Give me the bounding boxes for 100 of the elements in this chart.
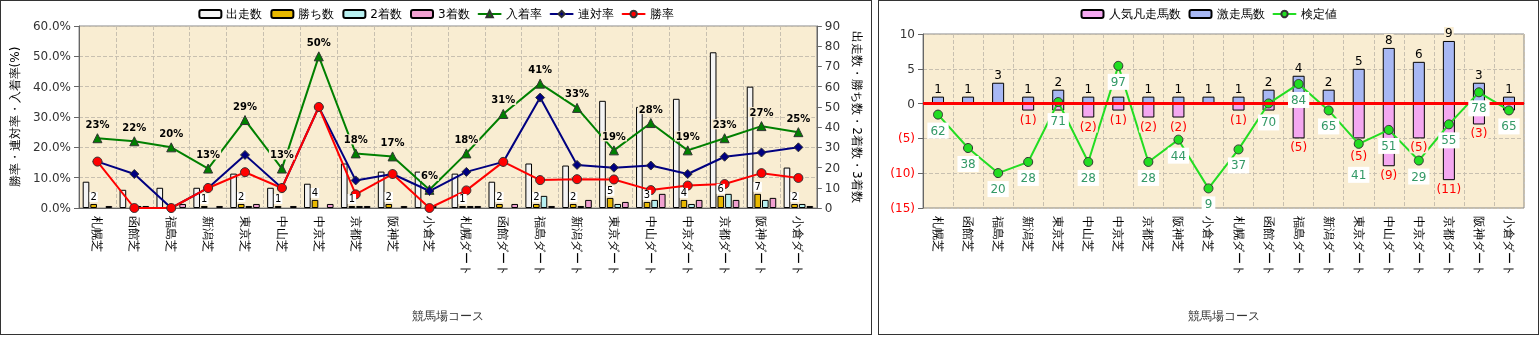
data-label: 51 [1381,138,1397,153]
data-label: 1 [934,81,942,96]
data-label: 97 [1110,74,1126,89]
x-tick-label: 函館芝 [127,216,142,252]
legend-label: 3着数 [438,7,470,21]
x-tick-label: 小倉芝 [1201,216,1216,252]
data-label: 4 [311,187,319,199]
data-label: 5 [606,185,614,197]
y-tick-label: 30.0% [32,110,71,124]
data-label: 1 [201,193,208,205]
y2-tick-label: 0 [824,201,833,215]
data-label: 1 [1174,81,1183,96]
x-tick-label: 中京芝 [311,216,326,252]
y2-tick-label: 40 [824,120,841,135]
legend-label: 激走馬数 [1216,7,1265,21]
data-label: 84 [1290,92,1307,107]
data-label: 2 [533,191,540,203]
x-tick-label: 中山芝 [274,216,289,252]
x-tick-label: 京都ダート [1441,216,1456,276]
data-label: 1 [1144,81,1153,96]
data-label: (2) [1079,119,1097,134]
x-tick-label: 福島芝 [991,216,1006,252]
legend-label: 検定値 [1300,7,1337,21]
data-label: 50% [306,36,331,48]
data-label: 3 [994,67,1002,82]
x-tick-label: 新潟芝 [1021,216,1036,252]
x-tick-label: 中山ダート [1381,216,1396,276]
data-label: 27% [749,106,774,118]
data-label: 18% [343,133,368,145]
data-label: (3) [1470,126,1488,141]
y-tick-label: 10 [899,27,915,41]
data-label: 4 [1294,60,1303,75]
y-tick-label: 10.0% [32,170,71,185]
data-label: 19% [675,130,700,142]
data-label: 2 [385,191,392,203]
data-label: 28 [1020,170,1036,185]
data-label: 37 [1230,158,1247,173]
x-tick-label: 福島ダート [533,216,548,276]
data-label: 70 [1260,115,1277,130]
data-label: 1 [964,81,972,96]
x-tick-label: 阪神芝 [1171,216,1186,252]
data-label: 6 [717,183,724,195]
data-label: 71 [1050,114,1066,129]
data-label: 1 [1024,81,1032,96]
x-tick-label: 札幌ダート [1231,216,1246,276]
y-tick-label: 60.0% [32,19,71,33]
data-label: 1 [1084,81,1093,96]
y2-axis-title: 出走数・勝ち数・2着数・3着数 [850,31,864,203]
data-label: 29 [1411,169,1427,184]
data-label: 5 [1354,53,1363,68]
x-tick-label: 阪神芝 [385,216,400,252]
y2-tick-label: 60 [824,79,841,94]
y-tick-label: 0 [907,96,915,111]
data-label: 6% [420,170,438,182]
y-axis-title: 勝率・連対率・入着率(%) [8,46,22,188]
x-tick-label: 函館芝 [961,216,976,252]
x-tick-label: 東京ダート [1351,216,1366,276]
x-tick-label: 福島ダート [1291,216,1306,276]
x-tick-label: 阪神ダート [754,216,769,276]
data-label: 1 [274,193,282,205]
data-label: 7 [754,181,761,193]
legend-label: 2着数 [370,7,403,21]
data-label: 22% [122,121,147,133]
x-tick-label: 京都ダート [717,216,732,276]
data-label: 65 [1501,119,1517,134]
data-label: 23% [85,118,110,130]
x-tick-label: 東京芝 [1051,216,1066,252]
data-label: 9 [1445,25,1453,40]
x-tick-label: 札幌芝 [931,216,946,252]
data-label: 1 [1234,81,1243,96]
data-label: 44 [1170,148,1187,163]
y-tick-label: 5 [907,61,915,76]
y-tick-label: 40.0% [32,79,71,94]
data-label: (1) [1109,112,1127,127]
data-label: 78 [1471,101,1487,116]
x-tick-label: 札幌芝 [90,216,105,252]
x-axis-title: 競馬場コース [1187,309,1260,323]
legend-label: 出走数 [226,7,263,21]
data-label: 1 [459,193,466,205]
data-label: 2 [1054,74,1063,89]
y2-tick-label: 10 [824,180,841,195]
data-label: 1 [1505,81,1513,96]
data-label: (5) [1290,140,1308,155]
data-label: 28 [1080,170,1096,185]
y2-tick-label: 30 [824,140,841,155]
legend-label: 勝ち数 [298,7,335,21]
data-label: 2 [90,191,97,203]
data-label: 33% [565,88,589,100]
x-tick-label: 中京ダート [1411,216,1426,276]
data-label: 38 [960,157,976,172]
y2-tick-label: 70 [824,59,841,74]
legend-label: 入着率 [505,7,542,21]
data-label: (5) [1410,140,1428,155]
y-tick-label: (5) [898,131,915,146]
x-tick-label: 東京ダート [606,216,621,276]
y-tick-label: 0.0% [40,201,71,215]
x-tick-label: 中京ダート [680,216,695,276]
x-tick-label: 京都芝 [1141,216,1156,252]
legend-label: 連対率 [577,7,614,21]
x-tick-label: 東京芝 [238,216,253,252]
